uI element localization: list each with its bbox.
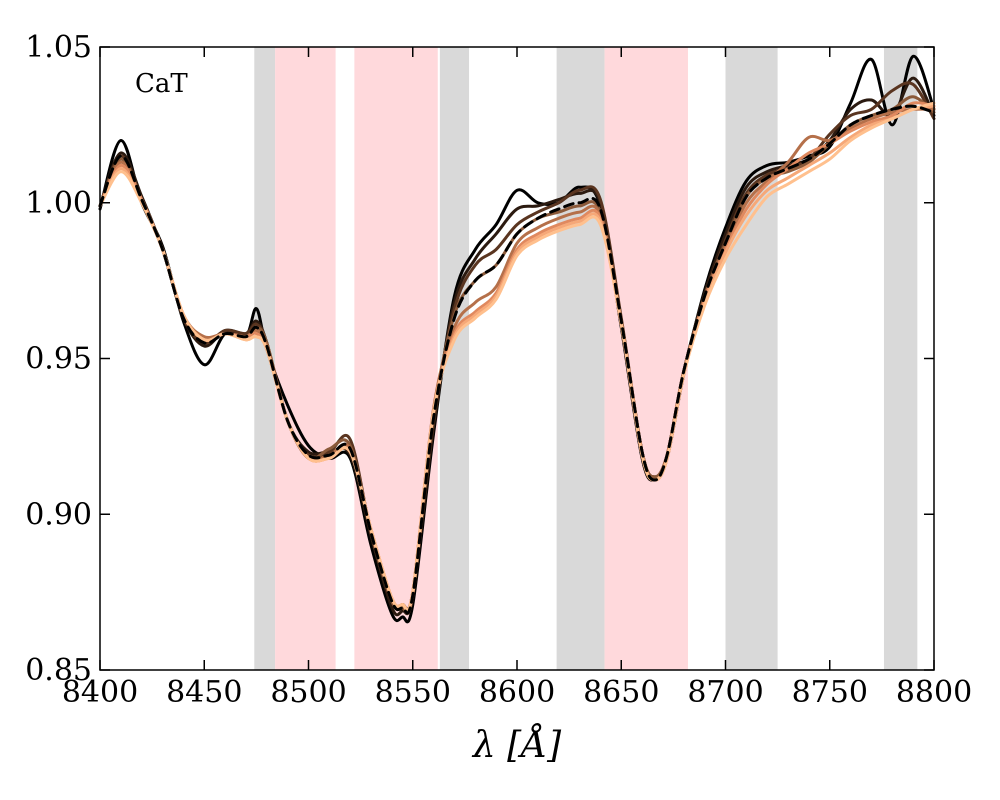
x-axis-title: λ [Å] [471,724,562,766]
x-tick-label: 8800 [896,675,972,710]
x-tick-label: 8600 [479,675,555,710]
series-lines [98,54,936,624]
annotation-label: CaT [135,69,188,99]
x-tick-label: 8400 [62,675,138,710]
continuum-band-7 [883,47,918,670]
continuum-band-6 [725,47,778,670]
line-band-2 [354,47,438,670]
series-line-spectrum-4 [98,95,936,615]
y-tick-label: 0.90 [25,497,92,532]
plot-frame [99,46,935,671]
series-line-spectrum-7 [98,104,936,612]
x-tick-label: 8750 [792,675,868,710]
axis-ticks: 8400 8450 8500 8550 8600 8650 8700 8750 8800 0.85… [25,30,972,710]
line-band-1 [275,47,336,670]
x-tick-label: 8500 [270,675,346,710]
line-band-5 [604,47,688,670]
x-tick-label: 8550 [375,675,451,710]
x-tick-label: 8700 [687,675,763,710]
continuum-band-4 [556,47,605,670]
series-line-mean-model [98,104,936,615]
x-tick-label: 8450 [166,675,242,710]
series-line-spectrum-8 [98,101,936,612]
series-line-spectrum-1 [98,54,936,624]
series-line-spectrum-6 [98,101,936,612]
y-tick-label: 1.05 [25,30,92,65]
y-tick-label: 1.00 [25,186,92,221]
continuum-band-0 [254,47,276,670]
shaded-bands [254,47,918,670]
y-tick-label: 0.85 [25,653,92,688]
series-line-spectrum-5 [98,107,936,612]
x-tick-label: 8650 [583,675,659,710]
y-tick-label: 0.95 [25,342,92,377]
